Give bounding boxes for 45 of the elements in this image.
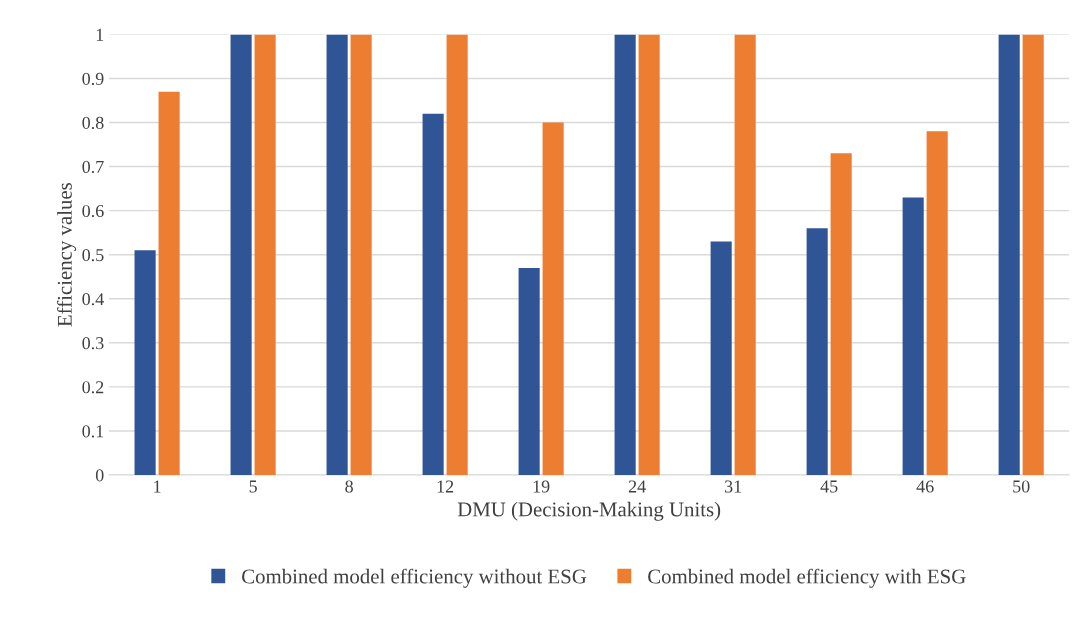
bar bbox=[638, 34, 660, 475]
bar bbox=[326, 34, 348, 475]
x-tick-label: 24 bbox=[628, 480, 646, 493]
y-axis-title: Efficiency values bbox=[56, 183, 77, 327]
legend-label: Combined model efficiency with ESG bbox=[648, 568, 966, 588]
bar bbox=[446, 34, 468, 475]
y-tick-label: 0.7 bbox=[82, 160, 104, 174]
x-axis-title: DMU (Decision-Making Units) bbox=[457, 501, 721, 521]
x-tick-label: 19 bbox=[533, 480, 550, 493]
bar bbox=[926, 131, 948, 475]
x-tick-label: 31 bbox=[724, 480, 742, 493]
bar bbox=[134, 250, 156, 475]
x-tick-label: 5 bbox=[249, 480, 257, 493]
bar bbox=[518, 267, 540, 475]
y-tick-label: 0.8 bbox=[82, 116, 104, 130]
bar bbox=[1022, 34, 1044, 475]
y-tick-label: 0.4 bbox=[82, 293, 104, 306]
bar bbox=[254, 34, 276, 475]
bar bbox=[998, 34, 1020, 475]
y-tick-label: 0.6 bbox=[82, 204, 104, 218]
y-tick-label: 0 bbox=[95, 469, 104, 482]
bar bbox=[614, 34, 636, 475]
x-tick-label: 50 bbox=[1013, 480, 1030, 493]
y-tick-label: 0.3 bbox=[82, 337, 104, 350]
bar bbox=[830, 153, 852, 475]
y-tick-label: 0.5 bbox=[82, 248, 104, 262]
x-tick-label: 8 bbox=[345, 480, 353, 493]
bar bbox=[158, 91, 180, 475]
bar bbox=[902, 197, 924, 475]
bar bbox=[542, 122, 564, 475]
y-tick-label: 0.1 bbox=[82, 425, 104, 438]
y-tick-label: 0.9 bbox=[82, 72, 104, 85]
y-tick-label: 0.2 bbox=[82, 381, 104, 394]
bar bbox=[734, 34, 756, 475]
x-tick-label: 1 bbox=[154, 480, 161, 493]
legend-label: Combined model efficiency without ESG bbox=[242, 568, 587, 588]
x-tick-label: 45 bbox=[820, 480, 838, 493]
x-tick-label: 12 bbox=[437, 480, 454, 493]
x-tick-label: 46 bbox=[916, 480, 934, 493]
bar bbox=[710, 241, 732, 475]
bar bbox=[806, 228, 828, 475]
bar bbox=[350, 34, 372, 475]
bar bbox=[422, 113, 444, 475]
y-tick-label: 1 bbox=[96, 28, 104, 41]
bar bbox=[230, 34, 252, 475]
